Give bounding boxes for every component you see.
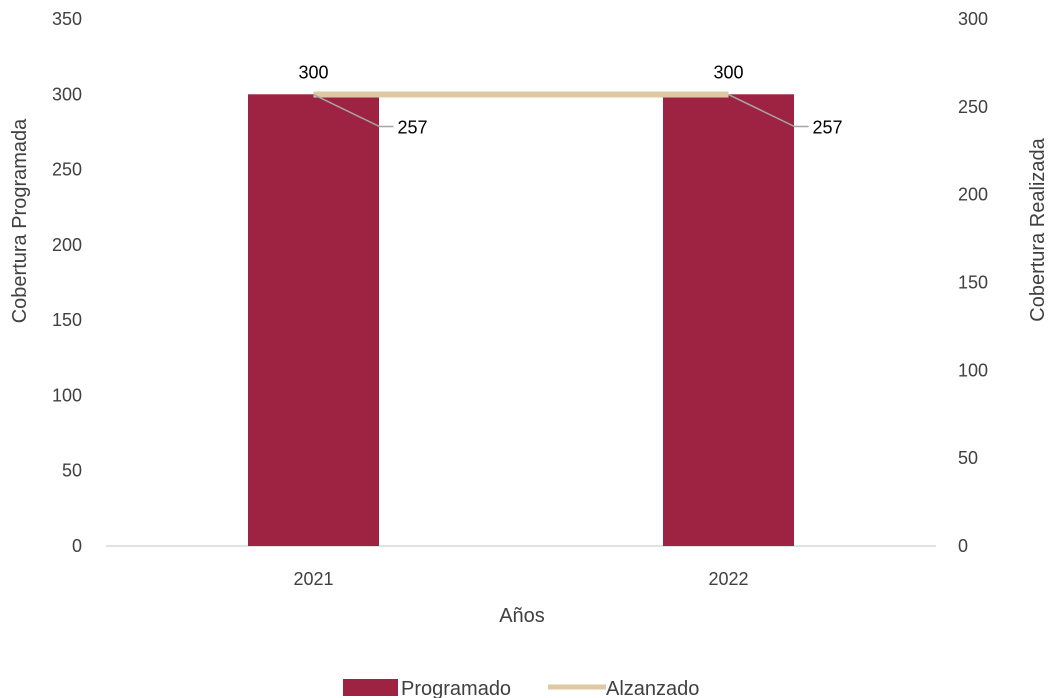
bar-series-programado [248,94,794,547]
leader-line [313,93,394,128]
y2-tick-label: 150 [958,273,988,293]
bar [248,94,379,547]
legend-swatch-programado [343,679,398,696]
y-axis-title: Cobertura Programada [9,118,31,323]
legend-label-alzanzado: Alzanzado [606,678,699,698]
y-tick-label: 300 [52,84,82,104]
y-tick-label: 50 [62,461,82,481]
y2-tick-label: 200 [958,185,988,205]
y-tick-label: 150 [52,310,82,330]
bar-data-label: 300 [298,62,328,82]
y2-axis-title: Cobertura Realizada [1027,137,1049,321]
data-labels: 300 300 257 257 [298,62,842,137]
legend-label-programado: Programado [401,678,511,698]
leader-line [728,93,809,128]
y2-tick-label: 100 [958,360,988,380]
line-data-label: 257 [813,118,843,138]
y-tick-label: 350 [52,9,82,29]
y2-tick-label: 250 [958,97,988,117]
right-axis-ticks: 0 50 100 150 200 250 300 [958,9,988,556]
y2-tick-label: 50 [958,448,978,468]
y-tick-label: 0 [72,536,82,556]
x-tick-label: 2022 [708,569,748,589]
x-axis-ticks: 2021 2022 [293,569,748,589]
left-axis-ticks: 0 50 100 150 200 250 300 350 [52,9,82,556]
y-tick-label: 250 [52,160,82,180]
bar-data-label: 300 [713,62,743,82]
y2-tick-label: 0 [958,536,968,556]
x-tick-label: 2021 [293,569,333,589]
y-tick-label: 200 [52,235,82,255]
bar [663,94,794,547]
line-data-label: 257 [398,118,428,138]
y2-tick-label: 300 [958,9,988,29]
y-tick-label: 100 [52,385,82,405]
x-axis-title: Años [499,605,545,627]
legend: Programado Alzanzado [343,678,699,698]
